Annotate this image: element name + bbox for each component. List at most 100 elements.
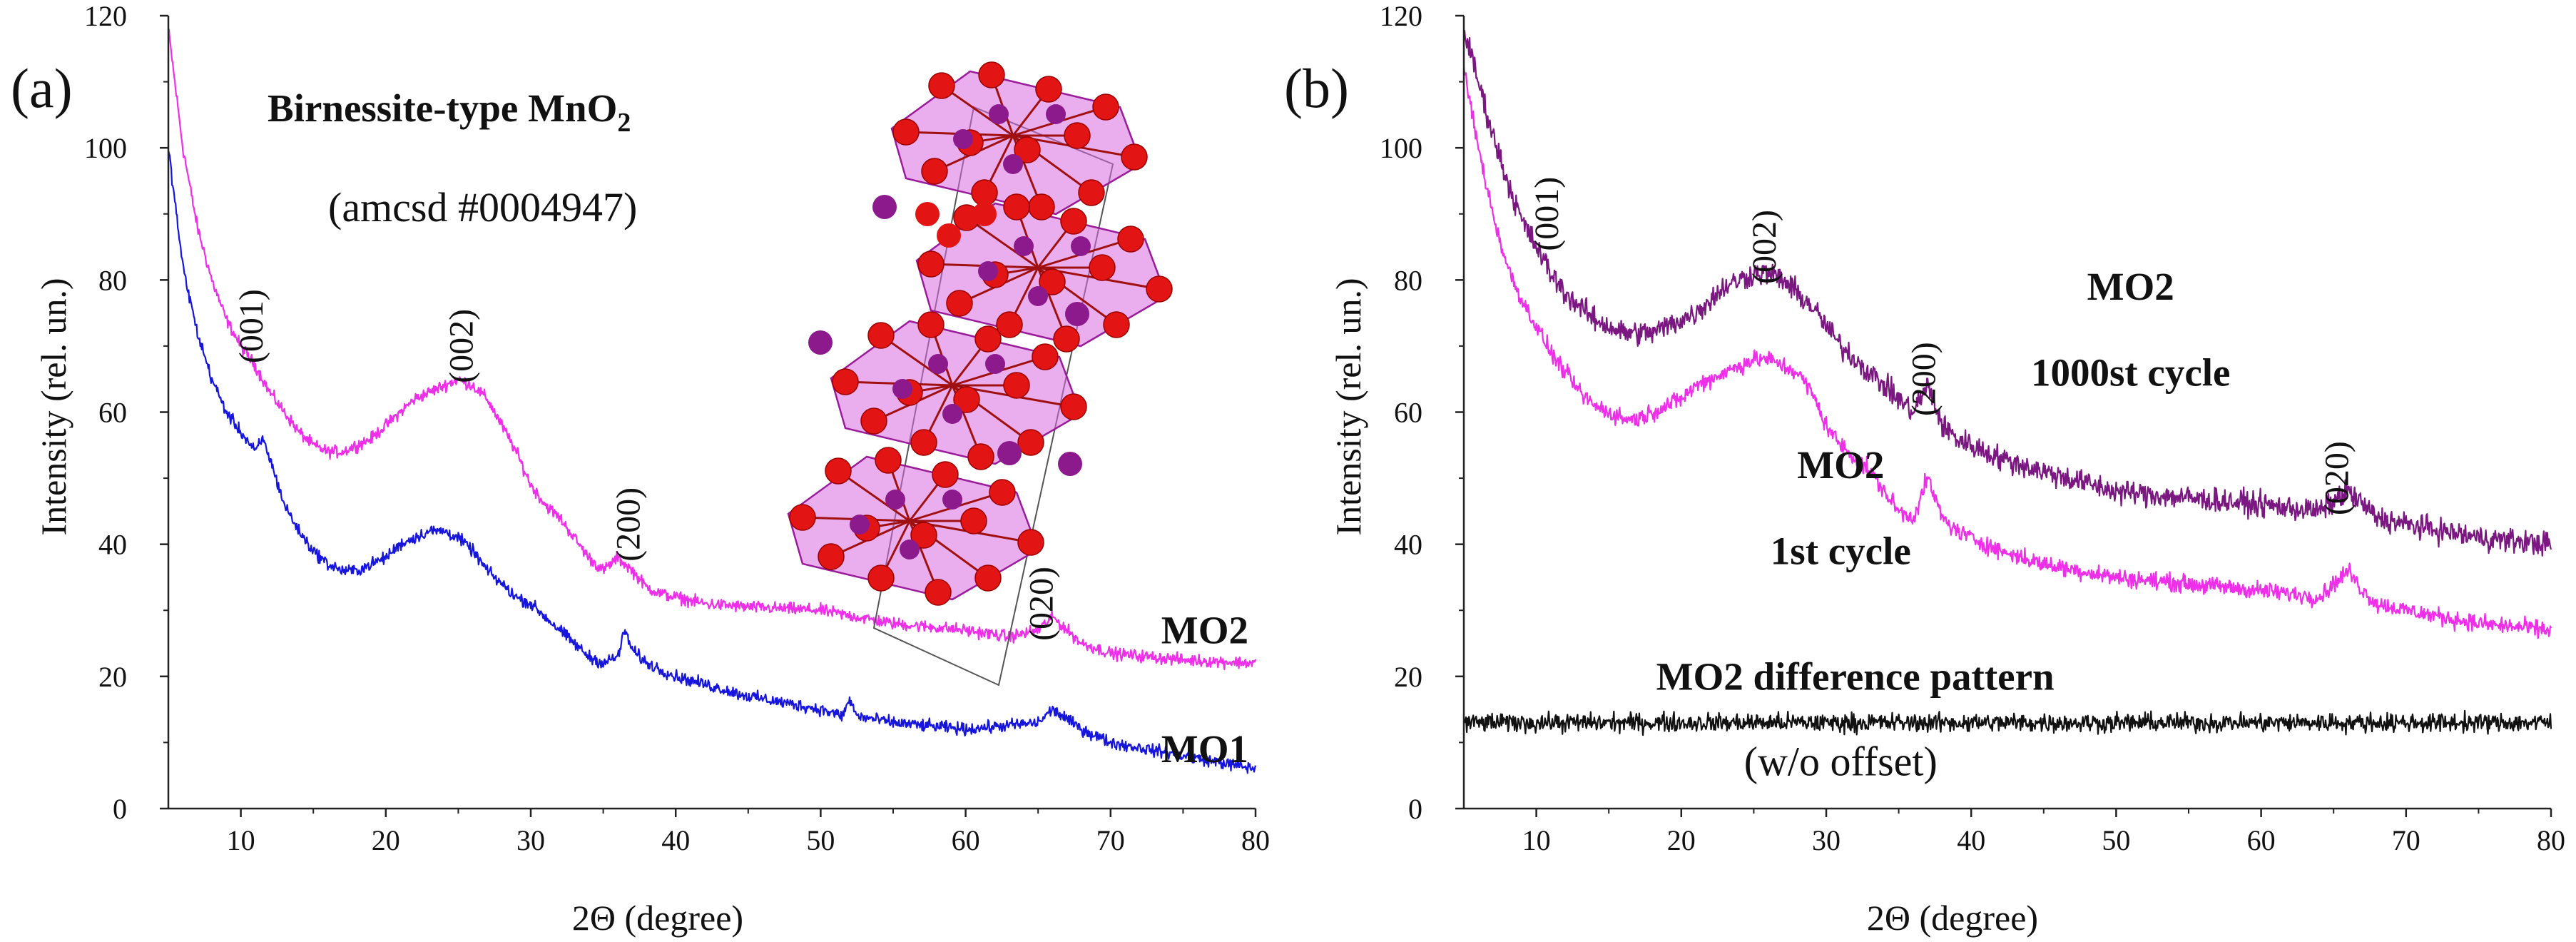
series-line-b-1 xyxy=(1462,67,2552,639)
interlayer-atom xyxy=(872,195,897,219)
y-tick-label-a: 120 xyxy=(84,0,127,32)
y-tick-label-a: 80 xyxy=(98,264,127,296)
interlayer-atom xyxy=(808,330,833,355)
x-tick-label-b: 50 xyxy=(2102,824,2130,856)
peak-label-a-2: (200) xyxy=(609,487,647,562)
oxygen-atom xyxy=(928,72,955,99)
x-tick-label-b: 80 xyxy=(2537,824,2565,856)
oxygen-atom xyxy=(1121,143,1148,171)
oxygen-atom xyxy=(818,543,845,570)
oxygen-atom xyxy=(915,202,940,226)
oxygen-atom xyxy=(953,386,980,413)
x-tick-label-b: 40 xyxy=(1957,824,1985,856)
oxygen-atom xyxy=(1003,193,1030,221)
oxygen-atom xyxy=(932,461,959,488)
series-label-b-1: 1000st cycle xyxy=(2031,351,2231,395)
manganese-atom xyxy=(850,515,870,535)
oxygen-atom xyxy=(825,457,852,485)
peak-label-b-2: (200) xyxy=(1905,342,1943,416)
x-tick-label-b: 20 xyxy=(1667,824,1696,856)
series-label-a-0: MO2 xyxy=(1161,609,1248,652)
oxygen-atom xyxy=(1092,93,1119,121)
oxygen-atom xyxy=(910,429,937,456)
peak-label-b-1: (002) xyxy=(1746,210,1783,284)
oxygen-atom xyxy=(989,479,1016,506)
x-tick-label-b: 70 xyxy=(2392,824,2420,856)
structure-title: Birnessite-type MnO2 xyxy=(268,86,631,138)
x-axis-title-b: 2Θ (degree) xyxy=(1867,898,2038,938)
oxygen-atom xyxy=(917,311,945,338)
y-tick-label-a: 20 xyxy=(98,661,127,693)
y-tick-label-a: 100 xyxy=(84,132,127,164)
x-tick-label-b: 60 xyxy=(2247,824,2276,856)
panel-b: (b) (001) (002) (200) (020) MO2 1000st cycle M… xyxy=(1284,0,2565,938)
peak-label-a-0: (001) xyxy=(233,289,270,363)
manganese-atom xyxy=(978,261,998,281)
bond xyxy=(838,470,910,522)
manganese-atom xyxy=(1071,236,1091,256)
oxygen-atom xyxy=(967,443,994,470)
manganese-atom xyxy=(892,379,912,399)
y-tick-label-b: 60 xyxy=(1394,397,1422,429)
plot-area-b: (001) (002) (200) (020) MO2 1000st cycle MO2 1s… xyxy=(1462,29,2552,785)
oxygen-atom xyxy=(860,407,887,435)
series-label-b-0: MO2 xyxy=(2087,265,2174,308)
peak-label-a-1: (002) xyxy=(443,309,481,383)
panel-label-b: (b) xyxy=(1284,57,1349,119)
oxygen-atom xyxy=(1014,136,1041,163)
peak-label-b-3: (020) xyxy=(2318,441,2356,515)
y-tick-label-b: 80 xyxy=(1394,264,1422,296)
oxygen-atom xyxy=(1028,193,1055,221)
y-tick-label-a: 40 xyxy=(98,529,127,561)
bond xyxy=(966,216,1039,269)
manganese-atom xyxy=(885,490,905,510)
series-line-b-2 xyxy=(1462,709,2552,736)
oxygen-atom xyxy=(960,507,987,535)
oxygen-atom xyxy=(1064,122,1091,149)
manganese-atom xyxy=(953,129,973,149)
bond xyxy=(941,84,1014,137)
manganese-atom xyxy=(1046,104,1066,124)
manganese-atom xyxy=(985,354,1005,374)
peak-label-a-3: (020) xyxy=(1023,567,1061,641)
y-tick-label-b: 100 xyxy=(1380,132,1422,164)
bond xyxy=(880,334,953,387)
oxygen-atom xyxy=(910,522,937,549)
subscript-2: 2 xyxy=(617,108,631,138)
manganese-atom xyxy=(1028,286,1048,306)
crystal-structure-illustration xyxy=(787,61,1173,687)
manganese-atom xyxy=(942,490,962,510)
y-tick-label-a: 60 xyxy=(98,397,127,429)
oxygen-atom xyxy=(925,579,952,606)
oxygen-atom xyxy=(1078,179,1105,206)
series-label-b-4: MO2 difference pattern xyxy=(1656,654,2055,698)
series-label-b-5: (w/o offset) xyxy=(1744,739,1938,785)
oxygen-atom xyxy=(921,158,948,185)
interlayer-atom xyxy=(997,441,1022,465)
x-tick-label-a: 50 xyxy=(806,824,835,856)
plot-area-a: (001) (002) (200) (020) MO2 MO1 xyxy=(167,28,1257,774)
oxygen-atom xyxy=(1032,343,1059,370)
oxygen-atom xyxy=(974,564,1002,592)
x-tick-label-a: 70 xyxy=(1096,824,1125,856)
oxygen-atom xyxy=(1039,268,1066,295)
y-axis-title-b: Intensity (rel. un.) xyxy=(1328,278,1368,535)
oxygen-atom xyxy=(1117,226,1144,253)
panel-label-a: (a) xyxy=(11,57,73,119)
x-axis-title-a: 2Θ (degree) xyxy=(572,898,743,938)
interlayer-atom xyxy=(1058,452,1082,476)
manganese-atom xyxy=(942,404,962,424)
x-tick-label-a: 30 xyxy=(516,824,545,856)
series-label-b-2: MO2 xyxy=(1797,443,1884,487)
series-line-b-0 xyxy=(1462,29,2552,557)
oxygen-atom xyxy=(972,202,997,226)
series-line-a-0 xyxy=(168,28,1257,671)
manganese-atom xyxy=(928,354,948,374)
manganese-atom xyxy=(989,104,1009,124)
oxygen-atom xyxy=(1035,76,1062,103)
y-tick-label-b: 0 xyxy=(1408,793,1422,825)
oxygen-atom xyxy=(1017,429,1044,456)
series-label-a-1: MO1 xyxy=(1161,727,1248,771)
oxygen-atom xyxy=(1103,311,1130,338)
